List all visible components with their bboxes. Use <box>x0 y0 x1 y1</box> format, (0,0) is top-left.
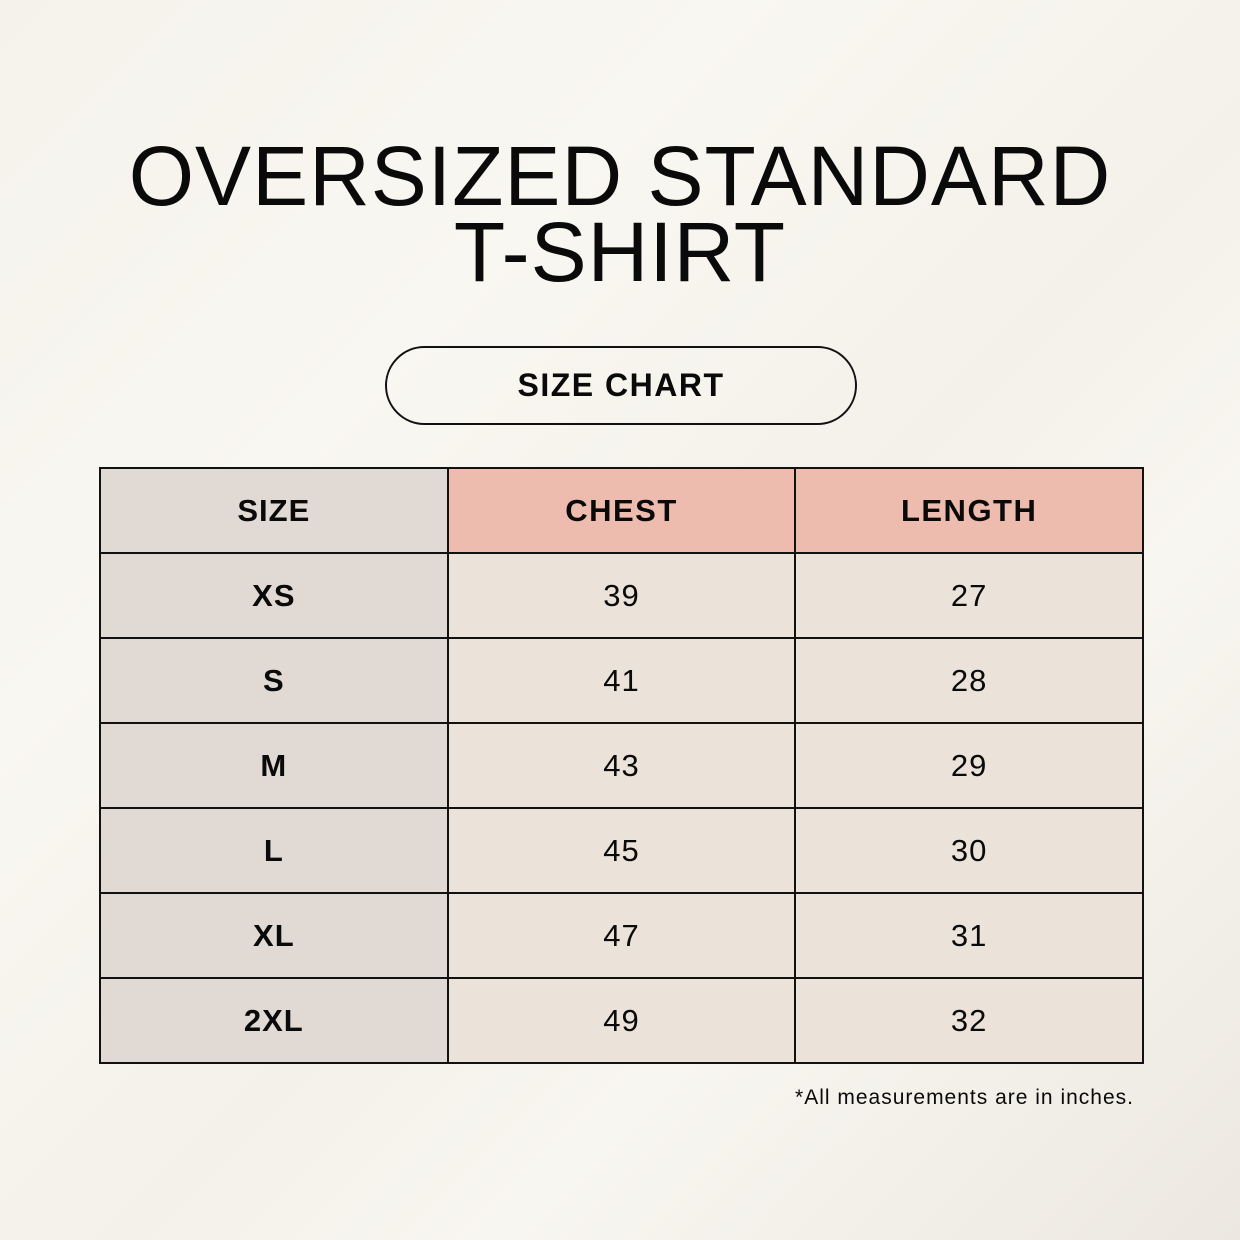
length-cell: 28 <box>794 637 1144 724</box>
chest-cell: 49 <box>446 977 797 1064</box>
chest-cell: 45 <box>446 807 797 894</box>
size-cell: L <box>99 807 449 894</box>
length-cell: 32 <box>794 977 1144 1064</box>
table-row: S 41 28 <box>99 637 1144 724</box>
chest-cell: 41 <box>446 637 797 724</box>
table-header-row: SIZE CHEST LENGTH <box>99 467 1144 554</box>
table-row: M 43 29 <box>99 722 1144 809</box>
size-cell: XL <box>99 892 449 979</box>
table-row: XS 39 27 <box>99 552 1144 639</box>
size-cell: M <box>99 722 449 809</box>
size-cell: 2XL <box>99 977 449 1064</box>
header-length: LENGTH <box>794 467 1144 554</box>
size-chart-badge: SIZE CHART <box>385 346 857 425</box>
table-row: 2XL 49 32 <box>99 977 1144 1064</box>
length-cell: 31 <box>794 892 1144 979</box>
page-title: OVERSIZED STANDARD T-SHIRT <box>0 129 1240 299</box>
size-cell: XS <box>99 552 449 639</box>
header-size: SIZE <box>99 467 449 554</box>
length-cell: 27 <box>794 552 1144 639</box>
chest-cell: 47 <box>446 892 797 979</box>
header-chest: CHEST <box>446 467 797 554</box>
title-line-2: T-SHIRT <box>453 205 787 299</box>
size-cell: S <box>99 637 449 724</box>
length-cell: 29 <box>794 722 1144 809</box>
footnote: *All measurements are in inches. <box>795 1086 1134 1109</box>
length-cell: 30 <box>794 807 1144 894</box>
table-row: XL 47 31 <box>99 892 1144 979</box>
title-line-1: OVERSIZED STANDARD <box>128 129 1112 223</box>
table-row: L 45 30 <box>99 807 1144 894</box>
chest-cell: 39 <box>446 552 797 639</box>
chest-cell: 43 <box>446 722 797 809</box>
size-table: SIZE CHEST LENGTH XS 39 27 S 41 28 M 43 29 L 45 30 X… <box>99 467 1144 1064</box>
